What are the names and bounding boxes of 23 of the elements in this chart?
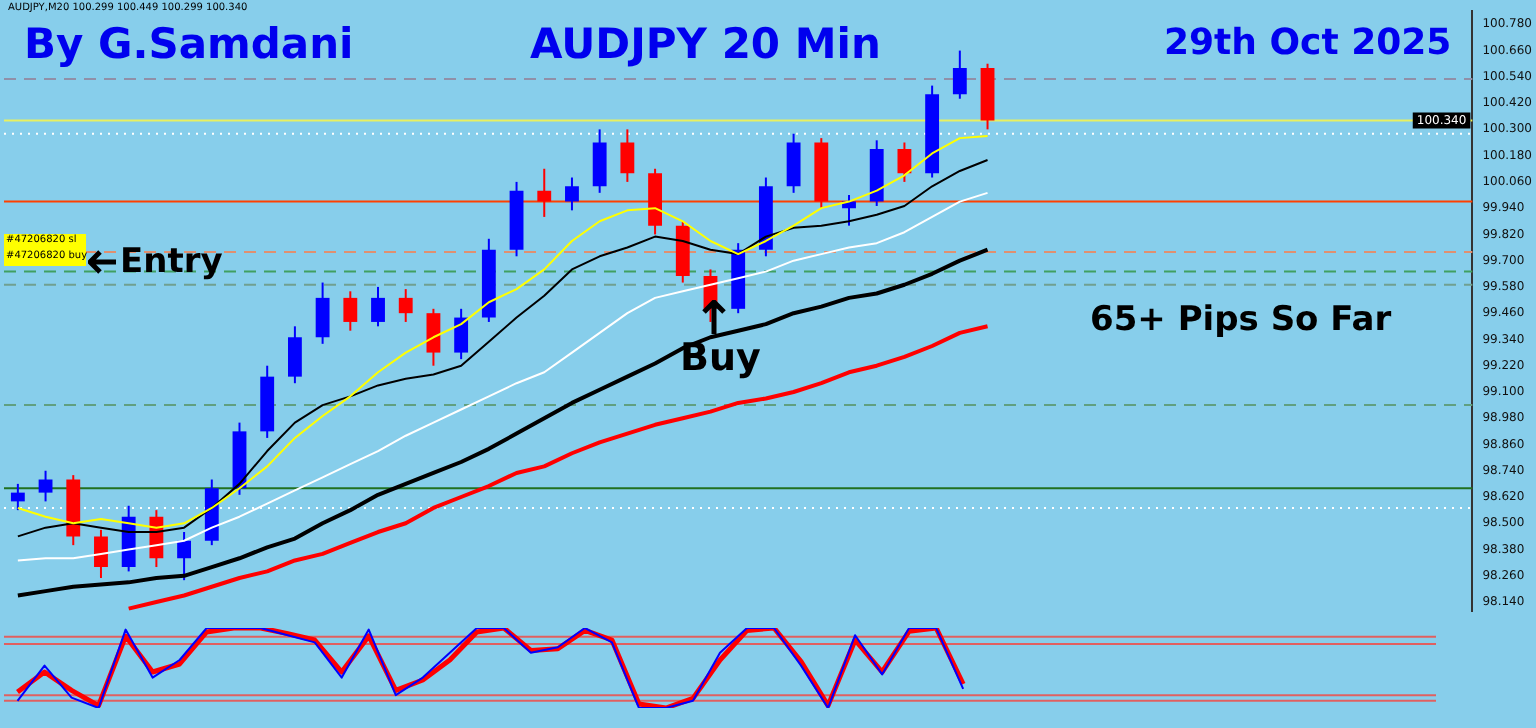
candlestick (177, 531, 192, 582)
candlestick (94, 528, 108, 579)
annotation: By G.Samdani (24, 20, 354, 68)
candlestick (537, 167, 552, 218)
candlestick (952, 49, 967, 100)
candlestick (897, 141, 912, 183)
candlestick (592, 128, 607, 194)
candlestick (454, 307, 469, 361)
annotation: 65+ Pips So Far (1090, 300, 1392, 340)
chart-title: AUDJPY 20 Min (530, 20, 881, 68)
candlestick (10, 482, 25, 512)
candlestick (620, 128, 635, 183)
candlestick (565, 176, 579, 212)
candlestick (371, 285, 385, 328)
annotation: 29th Oct 2025 (1164, 22, 1452, 64)
candlestick (315, 281, 330, 345)
candlestick (786, 132, 801, 194)
annotation: Buy (680, 336, 761, 380)
candlestick (287, 325, 302, 385)
candlestick (426, 307, 441, 367)
candlestick (38, 469, 53, 503)
candlestick (343, 290, 358, 332)
candlestick (398, 288, 413, 323)
